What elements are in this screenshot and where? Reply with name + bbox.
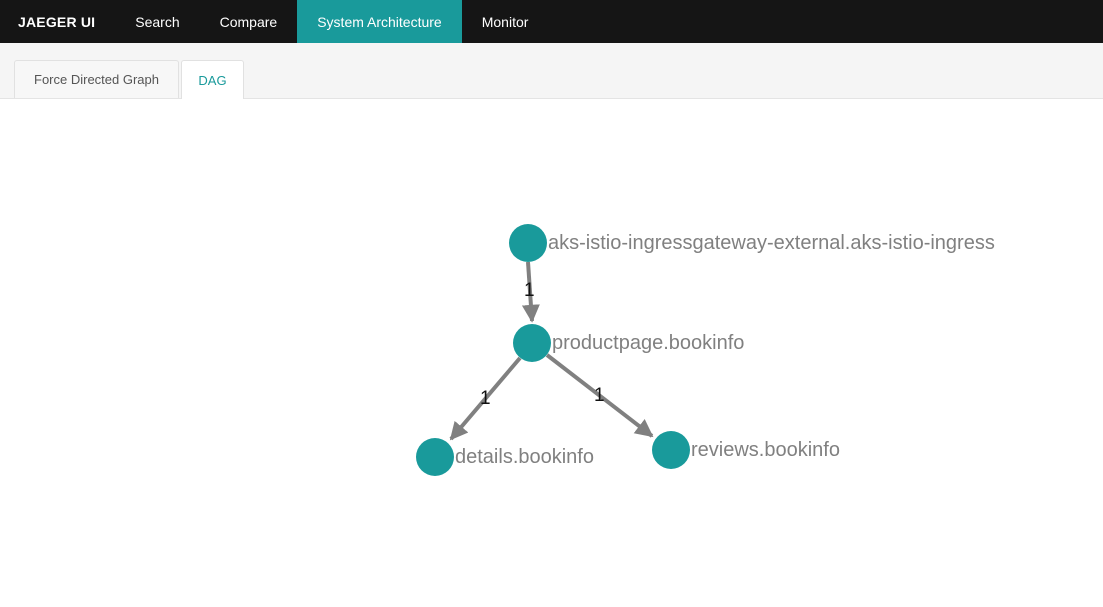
nav-system-architecture[interactable]: System Architecture (297, 0, 462, 43)
node-reviews[interactable] (652, 431, 690, 469)
edge-productpage-to-details (449, 356, 522, 441)
top-navigation-bar: JAEGER UI Search Compare System Architec… (0, 0, 1103, 43)
edge-productpage-to-reviews (545, 353, 654, 438)
tab-force-directed-graph[interactable]: Force Directed Graph (14, 60, 179, 98)
nav-search[interactable]: Search (135, 13, 180, 30)
nav-monitor[interactable]: Monitor (481, 13, 529, 30)
edge-count-label: 1 (594, 385, 605, 406)
node-label[interactable]: details.bookinfo (455, 446, 594, 468)
node-details[interactable] (416, 438, 454, 476)
node-productpage[interactable] (513, 324, 551, 362)
node-label[interactable]: reviews.bookinfo (691, 439, 840, 461)
tab-dag[interactable]: DAG (181, 60, 244, 99)
dag-graph: 1 1 1 aks-istio-ingressgateway-external.… (416, 224, 995, 476)
brand-logo[interactable]: JAEGER UI (18, 13, 96, 30)
dag-graph-panel: 1 1 1 aks-istio-ingressgateway-external.… (0, 99, 1103, 602)
edge-count-label: 1 (524, 280, 535, 301)
node-label[interactable]: productpage.bookinfo (552, 332, 744, 354)
edge-ingress-to-productpage (521, 261, 540, 323)
edge-count-label: 1 (480, 388, 491, 409)
node-label[interactable]: aks-istio-ingressgateway-external.aks-is… (548, 232, 995, 254)
view-tab-bar: Force Directed Graph DAG (0, 43, 1103, 99)
node-ingressgateway[interactable] (509, 224, 547, 262)
nav-compare[interactable]: Compare (219, 13, 278, 30)
